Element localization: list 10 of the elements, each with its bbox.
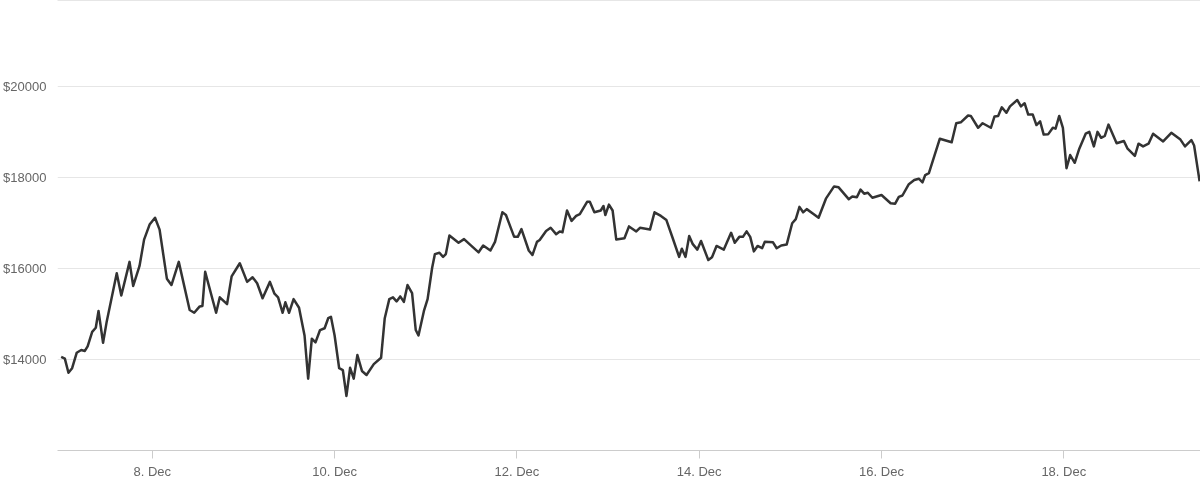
y-tick-label: $20000	[3, 79, 47, 95]
x-tick-label: 16. Dec	[859, 463, 905, 479]
x-tick-label: 10. Dec	[312, 463, 358, 479]
x-tick-label: 14. Dec	[676, 463, 723, 479]
y-tick-label: $16000	[3, 261, 47, 277]
y-tick-label: $14000	[3, 352, 47, 368]
x-tick-label: 8. Dec	[133, 463, 172, 479]
x-tick-label: 18. Dec	[1041, 463, 1087, 479]
y-tick-label: $18000	[3, 170, 47, 186]
x-tick-label: 12. Dec	[494, 463, 540, 479]
